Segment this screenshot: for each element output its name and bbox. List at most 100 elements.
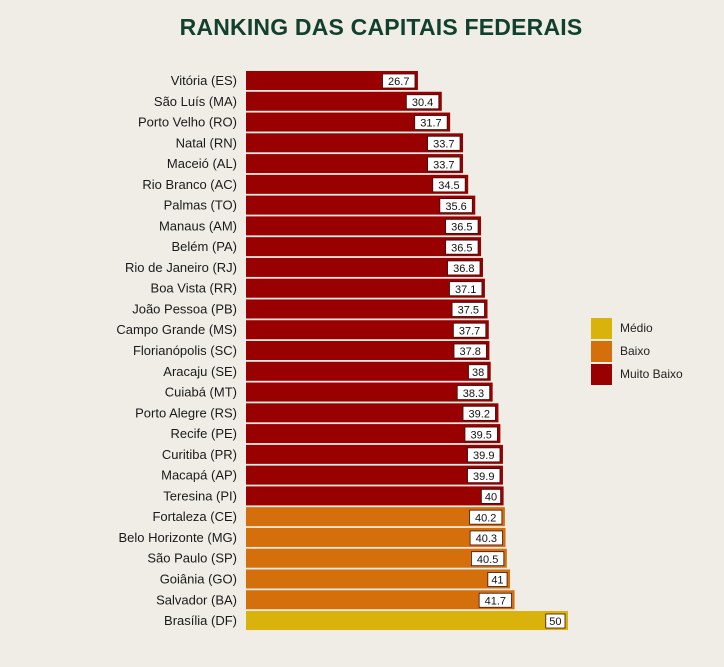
bar-row: Curitiba (PR) 39.9	[162, 444, 503, 464]
data-label: 40.2	[475, 512, 496, 524]
bar	[246, 112, 451, 132]
data-label-box	[467, 447, 501, 463]
bar-row: Palmas (TO) 35.6	[164, 195, 476, 215]
data-label-box	[462, 405, 496, 421]
bar-row: João Pessoa (PB) 37.5	[132, 299, 488, 319]
bar-row: Fortaleza (CE) 40.2	[152, 507, 505, 527]
bar	[246, 424, 501, 444]
data-label-box	[453, 343, 487, 359]
data-label: 35.6	[445, 201, 466, 213]
bar	[246, 548, 507, 568]
data-label-box	[447, 260, 481, 276]
category-label: Natal (RN)	[176, 135, 237, 150]
data-label-box	[471, 551, 505, 567]
category-label: Aracaju (SE)	[163, 364, 237, 379]
category-label: Rio de Janeiro (RJ)	[125, 260, 237, 275]
bar-row: Boa Vista (RR) 37.1	[151, 278, 485, 298]
data-label-box	[468, 364, 489, 380]
category-label: Curitiba (PR)	[162, 447, 237, 462]
data-label-box	[382, 73, 416, 89]
category-label: Florianópolis (SC)	[133, 343, 237, 358]
bar	[246, 569, 511, 589]
category-label: São Paulo (SP)	[147, 551, 237, 566]
data-label-box	[427, 156, 461, 172]
data-label-box	[480, 488, 501, 504]
bar	[246, 465, 503, 485]
legend-label-medio: Médio	[620, 321, 653, 335]
bar	[246, 174, 469, 194]
category-label: Goiânia (GO)	[160, 571, 237, 586]
bar	[246, 91, 442, 111]
category-label: Manaus (AM)	[159, 218, 237, 233]
chart-title: RANKING DAS CAPITAIS FEDERAIS	[179, 14, 583, 40]
bar	[246, 133, 464, 153]
category-label: Porto Velho (RO)	[138, 115, 237, 130]
legend-item-medio: Médio	[591, 317, 683, 339]
data-label-box	[414, 115, 448, 130]
bar	[246, 341, 490, 361]
category-label: São Luís (MA)	[154, 94, 237, 109]
bar-row: Campo Grande (MS) 37.7	[116, 320, 489, 340]
bar-row: São Luís (MA) 30.4	[154, 91, 442, 111]
bar-row: Brasília (DF) 50	[164, 611, 568, 631]
legend-item-muito-baixo: Muito Baixo	[591, 363, 683, 385]
data-label-box	[405, 94, 440, 110]
data-label: 39.5	[470, 429, 491, 441]
category-label: Boa Vista (RR)	[151, 281, 237, 296]
data-label: 37.1	[455, 284, 476, 296]
bar	[246, 154, 464, 174]
data-label-box	[427, 135, 461, 151]
bar-row: Maceió (AL) 33.7	[167, 154, 464, 174]
bar-row: Goiânia (GO) 41	[160, 569, 511, 589]
category-label: Teresina (PI)	[163, 488, 237, 503]
bar	[246, 486, 504, 506]
legend-swatch-medio	[591, 317, 612, 339]
bar-row: Natal (RN) 33.7	[176, 133, 464, 153]
data-label-box	[452, 322, 487, 338]
bar-row: Vitória (ES) 26.7	[171, 71, 418, 90]
data-label: 41	[491, 575, 503, 587]
category-label: Fortaleza (CE)	[152, 509, 237, 524]
data-label-box	[469, 509, 503, 525]
data-label-box	[456, 385, 491, 400]
bar	[246, 257, 483, 277]
data-label: 37.7	[459, 325, 480, 337]
bar	[246, 278, 485, 298]
category-label: Belo Horizonte (MG)	[119, 530, 237, 545]
data-label-box	[487, 572, 508, 587]
legend-item-baixo: Baixo	[591, 340, 683, 362]
data-label: 38.3	[463, 388, 484, 400]
data-label-box	[445, 218, 479, 234]
bar-row: Porto Alegre (RS) 39.2	[135, 403, 499, 423]
legend-label-muito-baixo: Muito Baixo	[620, 367, 683, 381]
category-label: João Pessoa (PB)	[132, 301, 237, 316]
category-label: Porto Alegre (RS)	[135, 405, 237, 420]
data-label: 37.5	[458, 305, 479, 317]
data-label: 40.3	[476, 533, 497, 545]
data-label: 39.9	[473, 450, 494, 462]
bar-row: Aracaju (SE) 38	[163, 361, 491, 381]
bar-row: Belo Horizonte (MG) 40.3	[119, 527, 506, 547]
bar	[246, 299, 488, 319]
legend: Médio Baixo Muito Baixo	[591, 317, 683, 387]
data-label: 40.5	[477, 554, 498, 566]
data-label-box	[451, 302, 485, 317]
data-label: 34.5	[438, 180, 459, 192]
data-label: 37.8	[460, 346, 481, 358]
category-label: Salvador (BA)	[156, 592, 237, 607]
bar	[246, 382, 493, 402]
bar	[246, 216, 482, 236]
legend-label-baixo: Baixo	[620, 344, 651, 358]
bar	[246, 195, 476, 215]
category-label: Belém (PA)	[172, 239, 238, 254]
bar-row: Florianópolis (SC) 37.8	[133, 341, 490, 361]
data-label-box	[469, 530, 503, 546]
bar-row: Cuiabá (MT) 38.3	[165, 382, 493, 402]
bar	[246, 527, 506, 547]
category-label: Campo Grande (MS)	[116, 322, 237, 337]
data-label-box	[439, 198, 473, 214]
legend-swatch-muito-baixo	[591, 363, 612, 385]
bar-row: Manaus (AM) 36.5	[159, 216, 482, 236]
data-label-box	[464, 426, 498, 442]
data-label-box	[432, 177, 466, 193]
